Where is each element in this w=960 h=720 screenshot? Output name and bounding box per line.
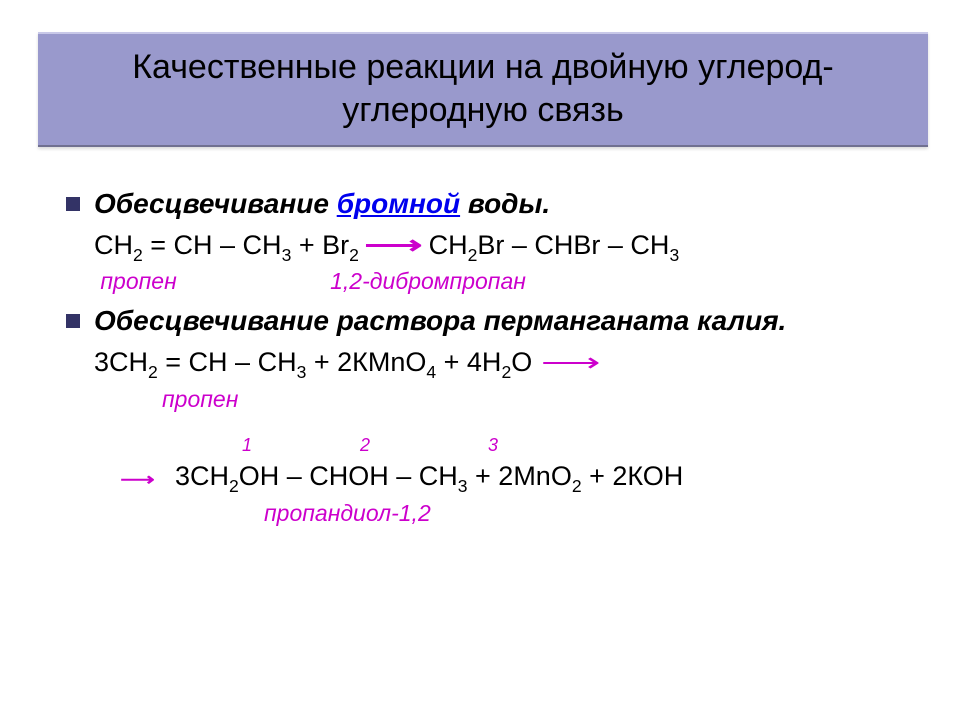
slide: Качественные реакции на двойную углерод-… bbox=[0, 0, 960, 720]
point1-suffix: воды. bbox=[460, 188, 550, 219]
point2-header: Обесцвечивание раствора перманганата кал… bbox=[66, 304, 922, 338]
bromine-link[interactable]: бромной bbox=[337, 188, 460, 219]
reaction-1: CH2 = CH – CH3 + Br2 ⟶ CH2Br – CHBr – CH… bbox=[94, 227, 922, 267]
slide-title-bar: Качественные реакции на двойную углерод-… bbox=[38, 32, 928, 147]
arrow-icon: ⟶ bbox=[120, 470, 154, 490]
bullet-icon bbox=[66, 197, 80, 211]
label-dibromopropane: 1,2-дибромпропан bbox=[330, 268, 526, 294]
bullet-icon bbox=[66, 314, 80, 328]
point2-text: Обесцвечивание раствора перманганата кал… bbox=[94, 304, 786, 338]
point1-header: Обесцвечивание бромной воды. bbox=[66, 187, 922, 221]
label-propene-2: пропен bbox=[162, 386, 922, 413]
reaction-2: 3CH2 = CH – CH3 + 2КMnO4 + 4H2O ⟶ пропен… bbox=[94, 344, 922, 527]
carbon-numbers: 123 bbox=[242, 435, 922, 456]
reaction-1-labels: пропен 1,2-дибромпропан bbox=[94, 267, 922, 297]
reaction-2-products-row: ⟶ 3CH2OH – CHOH – CH3 + 2MnO2 + 2КОН bbox=[94, 458, 922, 498]
point1-prefix: Обесцвечивание bbox=[94, 188, 337, 219]
point-bromine-water: Обесцвечивание бромной воды. CH2 = CH – … bbox=[66, 187, 922, 296]
arrow-icon: ⟶ bbox=[541, 345, 601, 380]
point1-text: Обесцвечивание бромной воды. bbox=[94, 187, 550, 221]
slide-content: Обесцвечивание бромной воды. CH2 = CH – … bbox=[36, 177, 930, 527]
label-propanediol: пропандиол-1,2 bbox=[264, 500, 922, 527]
reaction-2-products: 3CH2OH – CHOH – CH3 + 2MnO2 + 2КОН bbox=[175, 458, 683, 498]
reaction-2-reactants: 3CH2 = CH – CH3 + 2КMnO4 + 4H2O ⟶ bbox=[94, 344, 922, 384]
slide-title: Качественные реакции на двойную углерод-… bbox=[58, 46, 908, 131]
arrow-icon: ⟶ bbox=[365, 227, 423, 265]
point-permanganate: Обесцвечивание раствора перманганата кал… bbox=[66, 304, 922, 527]
label-propene: пропен bbox=[100, 268, 176, 294]
